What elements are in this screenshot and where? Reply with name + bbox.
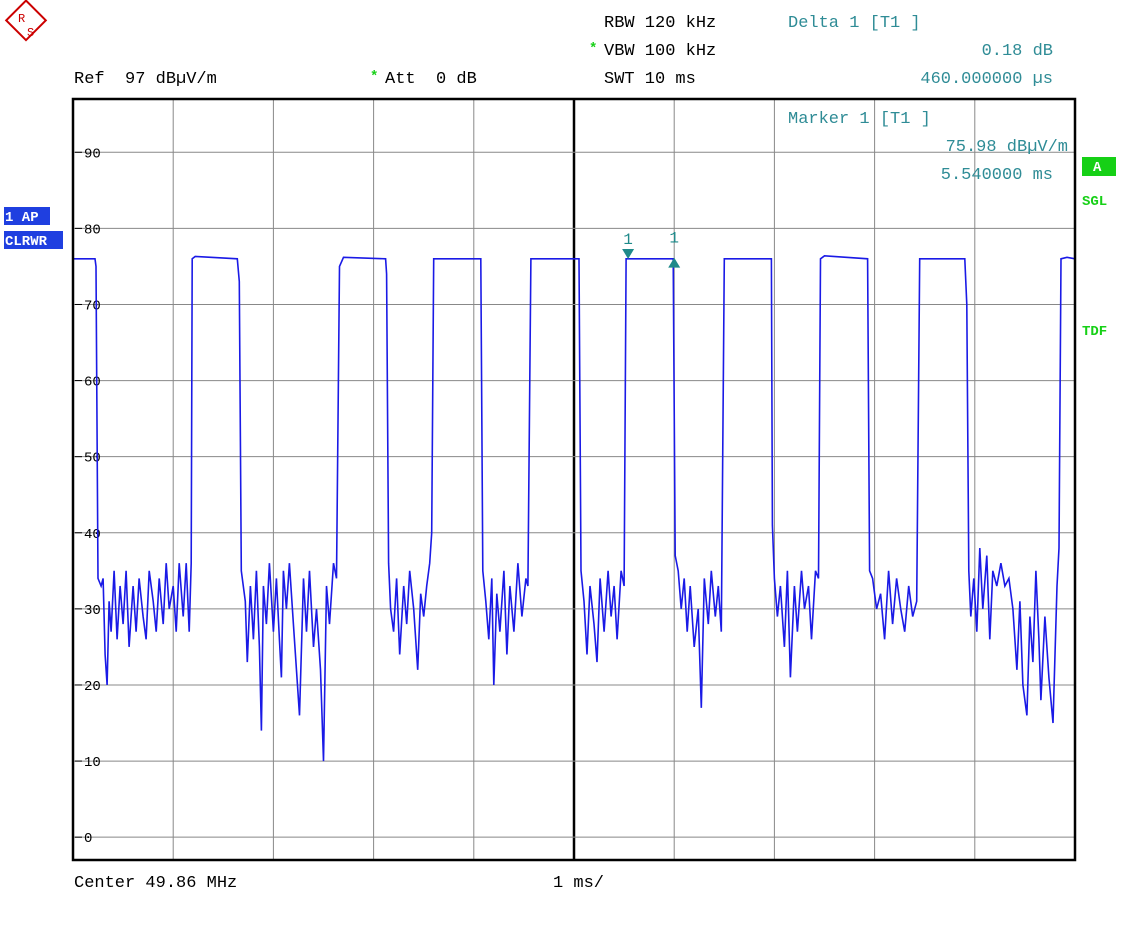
logo-r: R <box>18 12 25 26</box>
vbw-star: * <box>589 41 597 57</box>
plot-frame <box>71 97 1077 862</box>
logo-diamond <box>4 0 48 42</box>
delta-time: 460.000000 µs <box>920 70 1053 89</box>
plot: 0 10 20 30 40 50 60 70 80 90 1 1 <box>72 99 1076 860</box>
marker <box>668 257 681 268</box>
delta-title: Delta 1 [T1 ] <box>788 14 921 33</box>
marker-label: 1 <box>669 230 679 248</box>
marker-time: 5.540000 ms <box>941 166 1053 185</box>
delta-level: 0.18 dB <box>982 42 1053 61</box>
y-tick-label: 40 <box>84 527 101 543</box>
y-tick-label: 60 <box>84 375 101 391</box>
y-tick-label: 10 <box>84 755 101 771</box>
tdf: TDF <box>1082 324 1107 340</box>
logo-s: S <box>27 26 34 40</box>
ref: Ref 97 dBµV/m <box>74 70 217 89</box>
mode-label: CLRWR <box>5 234 48 250</box>
y-tick-label: 0 <box>84 831 92 847</box>
y-tick-label: 90 <box>84 146 101 162</box>
swt: SWT 10 ms <box>604 70 696 89</box>
trace-box <box>4 207 50 225</box>
y-tick-label: 50 <box>84 451 101 467</box>
att-star: * <box>370 69 378 85</box>
rbw: RBW 120 kHz <box>604 14 716 33</box>
trace-label: 1 AP <box>5 210 39 226</box>
y-tick-label: 30 <box>84 603 101 619</box>
span: 1 ms/ <box>553 874 604 893</box>
trace <box>73 254 1076 762</box>
y-tick-label: 70 <box>84 298 101 314</box>
y-tick-label: 80 <box>84 222 101 238</box>
a-label: A <box>1093 160 1102 176</box>
a-box <box>1082 157 1116 176</box>
marker-title: Marker 1 [T1 ] <box>788 110 931 129</box>
vbw: VBW 100 kHz <box>604 42 716 61</box>
logo: R S <box>4 0 48 42</box>
y-tick-label: 20 <box>84 679 101 695</box>
center: Center 49.86 MHz <box>74 874 237 893</box>
mode-box <box>4 231 63 249</box>
marker-level: 75.98 dBµV/m <box>946 138 1068 157</box>
marker-label: 1 <box>623 231 633 249</box>
marker <box>622 248 635 259</box>
att: Att 0 dB <box>385 70 477 89</box>
sgl: SGL <box>1082 194 1107 210</box>
